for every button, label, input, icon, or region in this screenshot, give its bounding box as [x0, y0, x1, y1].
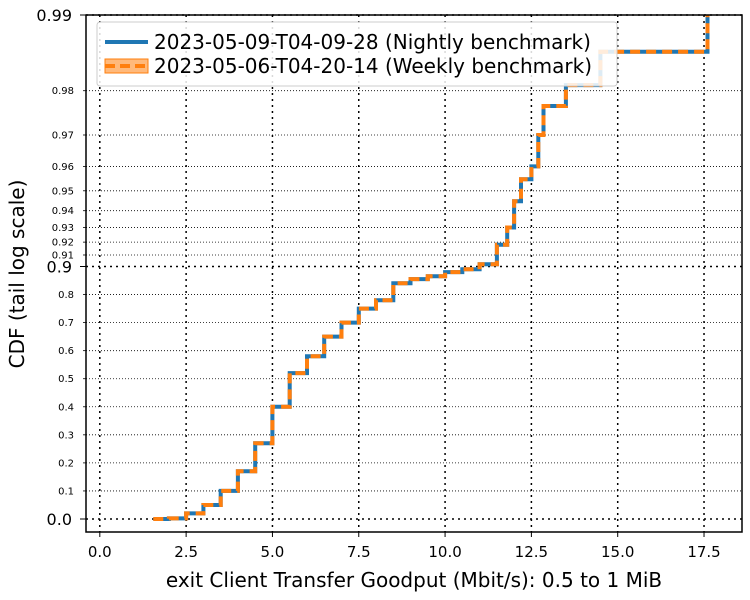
y-tick-label-minor: 0.7	[58, 318, 74, 329]
legend-label-weekly: 2023-05-06-T04-20-14 (Weekly benchmark)	[154, 54, 592, 78]
x-tick-label: 7.5	[347, 543, 371, 561]
legend: 2023-05-09-T04-09-28 (Nightly benchmark)…	[96, 21, 618, 87]
x-tick-label: 2.5	[174, 543, 198, 561]
y-tick-label-minor: 0.93	[52, 223, 74, 234]
y-tick-label-minor: 0.3	[58, 430, 74, 441]
x-axis-label: exit Client Transfer Goodput (Mbit/s): 0…	[166, 568, 662, 592]
y-tick-label-minor: 0.8	[58, 290, 74, 301]
plot-background	[86, 15, 742, 532]
series-line-nightly	[153, 15, 710, 521]
x-tick-label: 12.5	[515, 543, 548, 561]
y-tick-label-minor: 0.97	[52, 130, 74, 141]
legend-box	[96, 21, 618, 87]
y-tick-label-minor: 0.1	[58, 486, 74, 497]
y-tick-label-minor: 0.5	[58, 374, 74, 385]
series-lines	[153, 15, 710, 521]
tick-marks	[80, 14, 705, 537]
y-tick-label-minor: 0.92	[52, 238, 74, 249]
x-tick-label: 15.0	[601, 543, 634, 561]
y-tick-label-minor: 0.96	[52, 162, 74, 173]
legend-label-nightly: 2023-05-09-T04-09-28 (Nightly benchmark)	[154, 30, 591, 54]
plot-frame	[85, 14, 743, 533]
y-tick-label-minor: 0.6	[58, 346, 74, 357]
y-tick-label-minor: 0.98	[52, 86, 74, 97]
y-tick-label-major: 0.0	[47, 510, 72, 529]
x-tick-label: 0.0	[88, 543, 112, 561]
x-tick-label: 10.0	[428, 543, 461, 561]
y-tick-label-minor: 0.94	[52, 206, 74, 217]
y-tick-label-minor: 0.2	[58, 458, 74, 469]
y-tick-label-minor: 0.4	[58, 402, 74, 413]
y-tick-label-major: 0.99	[36, 6, 72, 25]
x-tick-label: 17.5	[687, 543, 720, 561]
y-tick-label-major: 0.9	[47, 258, 72, 277]
y-axis-label: CDF (tail log scale)	[5, 180, 29, 369]
y-tick-label-minor: 0.95	[52, 186, 74, 197]
y-tick-label-minor: 0.91	[52, 250, 74, 261]
x-tick-label: 5.0	[261, 543, 285, 561]
